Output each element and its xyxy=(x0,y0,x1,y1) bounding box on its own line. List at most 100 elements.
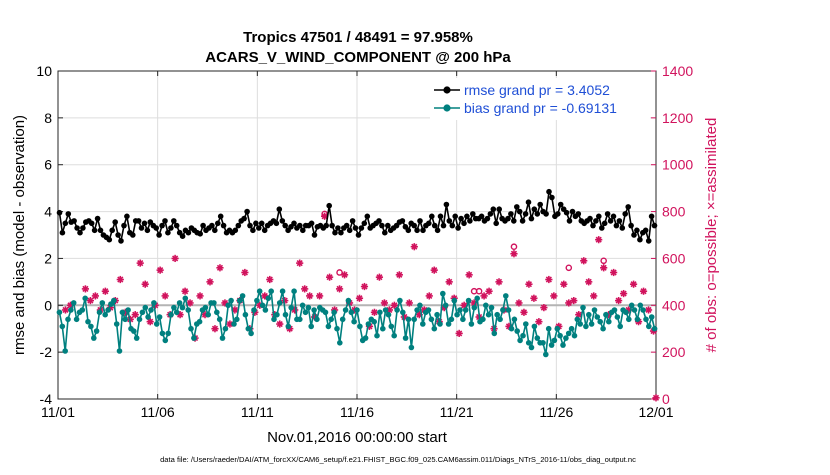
rmse-point xyxy=(619,225,626,231)
rmse-point xyxy=(247,222,253,229)
obs-assimilated-stroke xyxy=(396,271,403,278)
obs-assimilated-stroke xyxy=(615,297,622,304)
rmse-point xyxy=(77,229,83,236)
rmse-point xyxy=(534,211,541,217)
obs-assimilated-marker xyxy=(485,287,493,295)
y-tick-label: 0 xyxy=(44,297,52,313)
bias-point xyxy=(302,309,309,316)
bias-point xyxy=(603,311,609,318)
rmse-point xyxy=(138,225,145,231)
rmse-point xyxy=(332,229,338,236)
bias-point xyxy=(211,300,217,306)
bias-point xyxy=(397,297,403,304)
obs-assimilated-stroke xyxy=(510,250,518,257)
rmse-point xyxy=(382,229,388,236)
rmse-point xyxy=(335,225,341,231)
rmse-point xyxy=(94,215,101,222)
bias-point xyxy=(351,318,357,325)
bias-point xyxy=(85,318,91,325)
obs-assimilated-stroke xyxy=(102,288,109,295)
bias-point xyxy=(643,316,649,323)
bias-point xyxy=(365,321,372,327)
obs-assimilated-marker xyxy=(196,292,204,300)
bias-point xyxy=(345,297,352,304)
obs-assimilated-marker xyxy=(495,278,503,286)
obs-assimilated-stroke xyxy=(391,302,398,309)
bias-point xyxy=(417,302,423,309)
obs-assimilated-stroke xyxy=(401,313,408,321)
bias-point xyxy=(517,337,523,344)
rmse-point xyxy=(563,209,570,216)
right-tick-label: 1000 xyxy=(662,157,693,173)
bias-point xyxy=(214,309,220,316)
bias-point xyxy=(425,307,432,313)
obs-assimilated-marker xyxy=(644,306,653,314)
rmse-point xyxy=(522,211,529,217)
obs-assimilated-stroke xyxy=(361,283,368,290)
obs-assimilated-stroke xyxy=(87,297,94,304)
bias-point xyxy=(500,307,506,313)
obs-assimilated-stroke xyxy=(545,276,552,283)
rmse-point xyxy=(516,208,523,215)
obs-assimilated-marker xyxy=(301,285,309,293)
obs-assimilated-marker xyxy=(360,282,369,291)
bias-point xyxy=(377,309,383,316)
rmse-point xyxy=(355,232,362,238)
bias-point xyxy=(105,307,111,313)
rmse-point xyxy=(399,218,406,224)
obs-assimilated-stroke xyxy=(480,292,488,299)
rmse-point xyxy=(426,220,432,227)
legend-bias-marker xyxy=(443,104,451,112)
obs-assimilated-marker xyxy=(600,264,608,272)
obs-assimilated-stroke xyxy=(261,292,268,299)
bias-point xyxy=(648,314,655,320)
rmse-point xyxy=(607,218,614,224)
bias-point xyxy=(580,304,586,311)
bias-point xyxy=(560,342,566,348)
rmse-point xyxy=(642,227,649,234)
obs-assimilated-stroke xyxy=(147,318,154,325)
obs-assimilated-marker xyxy=(390,301,398,309)
obs-assimilated-marker xyxy=(335,285,344,293)
bias-point xyxy=(173,309,180,316)
bias-point xyxy=(228,297,234,304)
bias-point xyxy=(483,302,489,309)
obs-assimilated-marker xyxy=(340,271,349,279)
obs-assimilated-stroke xyxy=(600,264,607,271)
bias-point xyxy=(282,311,289,318)
obs-assimilated-stroke xyxy=(82,285,89,292)
bias-point xyxy=(508,325,515,332)
obs-assimilated-marker xyxy=(116,275,124,284)
rmse-point xyxy=(376,218,382,224)
obs-assimilated-marker xyxy=(430,266,438,274)
bias-point xyxy=(371,318,378,325)
bias-point xyxy=(394,307,400,313)
x-tick-label: 11/26 xyxy=(539,404,573,420)
bias-point xyxy=(179,304,186,311)
rmse-point xyxy=(241,215,247,222)
bias-point xyxy=(400,309,406,316)
rmse-point xyxy=(464,213,470,220)
legend-rmse-marker xyxy=(443,86,451,94)
obs-assimilated-marker xyxy=(61,306,70,314)
y-tick-label: 6 xyxy=(44,157,52,173)
obs-assimilated-marker xyxy=(380,299,389,307)
bias-point xyxy=(331,309,337,316)
bias-point xyxy=(551,337,558,344)
bias-point xyxy=(503,293,509,299)
obs-assimilated-stroke xyxy=(610,269,617,276)
bias-point xyxy=(99,300,106,306)
obs-assimilated-stroke xyxy=(495,278,503,285)
bias-point xyxy=(457,307,463,313)
bias-point xyxy=(460,316,466,323)
bias-point xyxy=(182,295,189,302)
bias-point xyxy=(528,344,535,351)
bias-point xyxy=(448,316,455,323)
rmse-point xyxy=(590,222,596,229)
bias-point xyxy=(311,307,317,313)
obs-assimilated-marker xyxy=(585,278,593,286)
obs-assimilated-marker xyxy=(652,394,660,402)
bias-point xyxy=(411,316,418,323)
obs-assimilated-stroke xyxy=(221,299,229,307)
obs-assimilated-stroke xyxy=(426,292,433,299)
